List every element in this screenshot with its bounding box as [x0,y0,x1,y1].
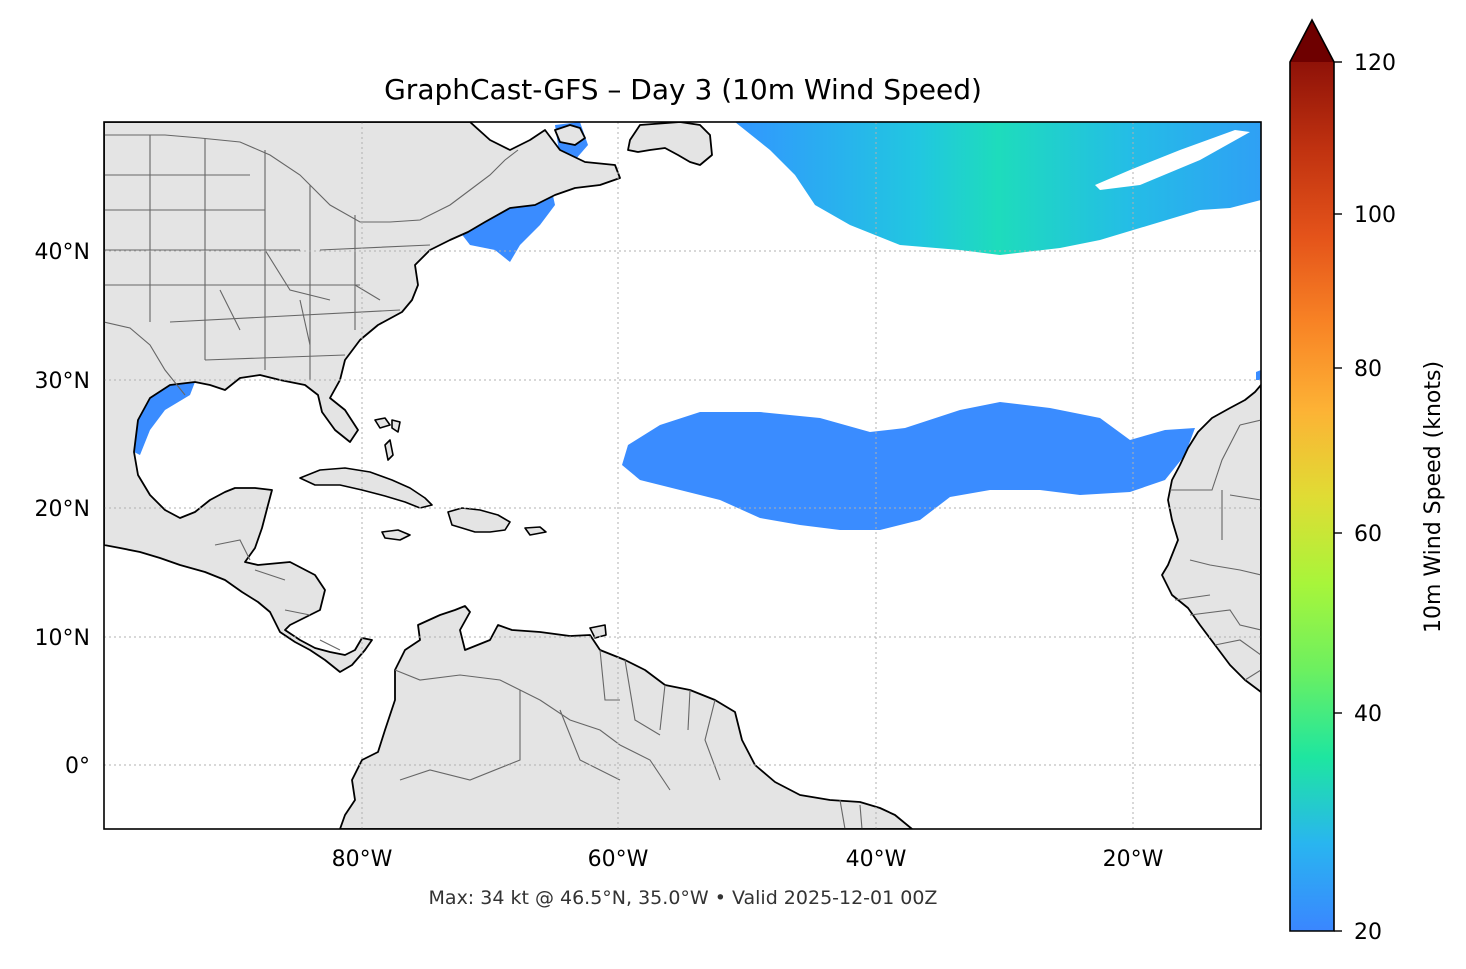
wind-region-north-atlantic [735,122,1261,255]
land-masses [104,122,1261,829]
island-bahamas-2 [391,419,401,433]
island-cuba [299,467,433,509]
political-borders [104,134,1261,829]
colorbar-gradient [1290,62,1334,931]
land-newfoundland [554,124,586,146]
map-frame [103,121,1262,830]
lon-label-80w: 80°W [332,847,393,872]
island-jamaica [381,529,411,541]
chart-title: GraphCast-GFS – Day 3 (10m Wind Speed) [384,73,982,106]
lon-label-20w: 20°W [1103,847,1164,872]
caribbean-islands [299,417,607,639]
border-africa [1170,419,1261,681]
island-trinidad [589,624,607,639]
lat-label-30n: 30°N [35,369,90,394]
colorbar-label-60: 60 [1354,522,1382,547]
island-bahamas-1 [374,417,391,429]
colorbar-label-20: 20 [1354,920,1382,945]
colorbar: 20 40 60 80 100 120 10m Wind Speed (knot… [1289,18,1446,945]
state-lines-vertical [149,135,356,380]
wind-region-east-edge [1256,370,1261,380]
map-area [104,122,1261,829]
island-bahamas-3 [384,439,394,461]
colorbar-outline [1289,18,1335,932]
lat-label-20n: 20°N [35,497,90,522]
colorbar-label-100: 100 [1354,203,1396,228]
border-central-america [214,539,341,651]
border-us-canada [104,134,519,223]
border-us-mexico [104,321,186,396]
colorbar-title: 10m Wind Speed (knots) [1421,361,1446,633]
lat-label-40n: 40°N [35,240,90,265]
colorbar-ticks [1334,61,1342,932]
lon-label-60w: 60°W [588,847,649,872]
colorbar-label-80: 80 [1354,357,1382,382]
lon-tick-labels: 80°W 60°W 40°W 20°W [332,847,1164,872]
wind-gap-streak [1095,130,1250,190]
lat-label-10n: 10°N [35,626,90,651]
state-lines-diagonal [219,249,381,346]
colorbar-label-120: 120 [1354,51,1396,76]
wind-region-subtropical-band [622,402,1195,530]
lat-label-0: 0° [65,754,90,779]
island-hispaniola [447,507,511,533]
border-south-america [394,649,863,829]
max-wind-annotation: Max: 34 kt @ 46.5°N, 35.0°W • Valid 2025… [429,887,938,909]
lat-tick-labels: 40°N 30°N 20°N 10°N 0° [35,240,90,779]
land-north-america [104,122,621,673]
state-lines-horizontal [104,174,431,361]
land-africa [1161,384,1261,693]
colorbar-extend-arrow [1290,20,1334,62]
colorbar-label-40: 40 [1354,702,1382,727]
island-puerto-rico [524,526,547,536]
colorbar-tick-labels: 20 40 60 80 100 120 [1354,51,1396,945]
land-south-america [339,605,913,829]
lon-label-40w: 40°W [846,847,907,872]
